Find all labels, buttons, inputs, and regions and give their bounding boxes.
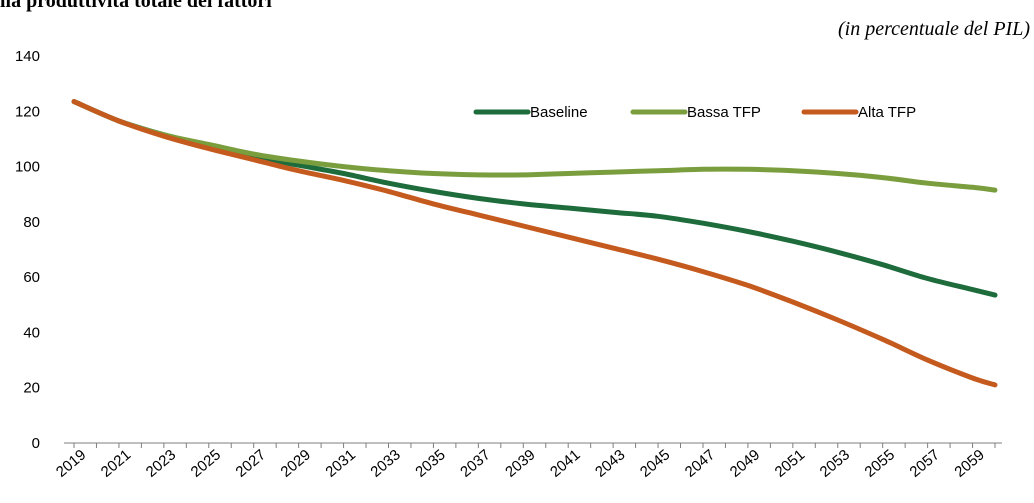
x-tick-label: 2047 bbox=[682, 446, 718, 480]
chart-legend: Baseline Bassa TFP Alta TFP bbox=[473, 104, 916, 121]
y-tick-label: 40 bbox=[23, 324, 40, 341]
x-tick-label: 2031 bbox=[322, 446, 358, 480]
x-tick-label: 2027 bbox=[233, 446, 269, 480]
y-tick-label: 60 bbox=[23, 269, 40, 286]
x-tick-label: 2041 bbox=[547, 446, 583, 480]
series-line-bassa-tfp bbox=[71, 99, 998, 193]
x-tick-label: 2021 bbox=[98, 446, 134, 480]
x-tick-label: 2019 bbox=[53, 446, 89, 480]
x-tick-label: 2039 bbox=[502, 446, 538, 480]
y-tick-label: 20 bbox=[23, 380, 40, 397]
legend-label-alta-tfp: Alta TFP bbox=[858, 104, 916, 121]
x-tick-label: 2025 bbox=[188, 446, 224, 480]
legend-label-baseline: Baseline bbox=[530, 104, 588, 121]
y-tick-label: 140 bbox=[15, 48, 40, 65]
x-tick-label: 2051 bbox=[772, 446, 808, 480]
y-tick-label: 100 bbox=[15, 159, 40, 176]
chart-series bbox=[71, 99, 998, 388]
x-tick-label: 2055 bbox=[862, 446, 898, 480]
x-tick-label: 2053 bbox=[817, 446, 853, 480]
x-tick-label: 2037 bbox=[457, 446, 493, 480]
x-tick-label: 2035 bbox=[412, 446, 448, 480]
chart-subtitle: (in percentuale del PIL) bbox=[838, 18, 1030, 40]
x-tick-label: 2023 bbox=[143, 446, 179, 480]
legend-label-bassa-tfp: Bassa TFP bbox=[687, 104, 761, 121]
x-tick-label: 2043 bbox=[592, 446, 628, 480]
x-tick-label: 2057 bbox=[906, 446, 942, 480]
x-tick-label: 2029 bbox=[277, 446, 313, 480]
y-tick-label: 120 bbox=[15, 103, 40, 120]
series-line-alta-tfp bbox=[71, 99, 998, 388]
x-tick-label: 2033 bbox=[367, 446, 403, 480]
x-tick-label: 2045 bbox=[637, 446, 673, 480]
series-line-baseline bbox=[71, 99, 998, 298]
x-tick-label: 2049 bbox=[727, 446, 763, 480]
y-tick-label: 0 bbox=[32, 435, 40, 452]
x-tick-label: 2059 bbox=[951, 446, 987, 480]
y-tick-label: 80 bbox=[23, 214, 40, 231]
chart-title: lla produttività totale dei fattori bbox=[0, 0, 272, 12]
